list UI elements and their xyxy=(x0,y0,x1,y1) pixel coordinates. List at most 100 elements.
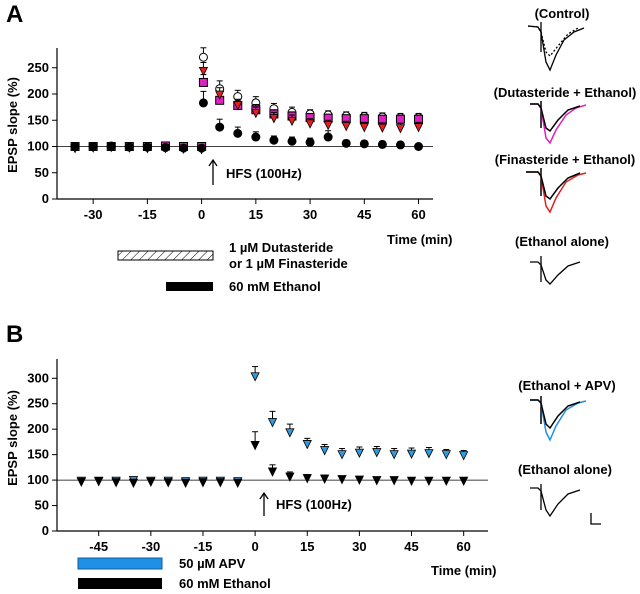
series-filled-circle xyxy=(70,90,424,153)
y-tick-label: 200 xyxy=(27,421,49,436)
data-point xyxy=(70,142,80,151)
data-point xyxy=(354,448,365,458)
panel-a-xlabel: Time (min) xyxy=(387,232,453,247)
data-point xyxy=(267,467,278,477)
data-point xyxy=(124,142,134,152)
data-point xyxy=(305,119,315,129)
data-point xyxy=(233,478,243,489)
data-point xyxy=(377,123,388,133)
panel-b-ylabel: EPSP slope (%) xyxy=(5,390,20,486)
panel-b-chart: 0 50 100 150 200 250 300 -45 -30 -15 0 15 30 45 60 xyxy=(27,359,488,554)
x-tick-label: -45 xyxy=(89,539,108,554)
series-triangle-down xyxy=(70,62,424,155)
data-point xyxy=(198,98,208,108)
data-point xyxy=(88,142,98,151)
panel-b-hfs-label: HFS (100Hz) xyxy=(276,497,352,512)
data-point xyxy=(341,122,351,132)
data-point xyxy=(302,474,312,484)
finasteride-label: or 1 µM Finasteride xyxy=(229,256,348,271)
x-tick-label: -15 xyxy=(194,539,213,554)
trace-finasteride xyxy=(526,168,587,214)
data-point xyxy=(142,142,152,152)
y-tick-label: 100 xyxy=(27,472,49,487)
x-tick-label: 0 xyxy=(198,207,205,222)
apv-bar xyxy=(77,557,163,570)
data-point xyxy=(233,128,243,138)
data-point xyxy=(441,450,451,460)
data-point xyxy=(94,477,104,487)
data-point xyxy=(459,476,469,486)
trace-dutasteride xyxy=(530,101,587,145)
data-point xyxy=(251,132,261,142)
x-tick-label: 45 xyxy=(404,539,418,554)
data-point xyxy=(198,52,208,62)
data-point xyxy=(179,143,189,153)
data-point xyxy=(215,122,225,132)
trace-control xyxy=(527,22,585,72)
data-point xyxy=(395,140,405,150)
y-tick-label: 250 xyxy=(27,396,49,411)
data-point xyxy=(111,478,121,488)
panel-b-letter: B xyxy=(6,321,23,348)
x-tick-label: 30 xyxy=(352,539,366,554)
y-tick-label: 250 xyxy=(27,60,49,75)
data-point xyxy=(406,449,417,460)
x-tick-label: 45 xyxy=(357,207,371,222)
x-tick-label: -15 xyxy=(138,207,157,222)
trace-label-ethanol-a: (Ethanol alone) xyxy=(515,234,609,249)
data-point xyxy=(413,123,424,133)
panel-a-hfs-label: HFS (100Hz) xyxy=(226,166,302,181)
panel-a-letter: A xyxy=(6,1,23,28)
data-point xyxy=(76,477,86,488)
series-open-circle xyxy=(70,47,424,153)
data-point xyxy=(319,474,330,484)
data-point xyxy=(424,449,434,459)
data-point xyxy=(359,139,369,149)
x-tick-label: -30 xyxy=(141,539,160,554)
trace-label-control: (Control) xyxy=(535,6,590,21)
y-tick-label: 0 xyxy=(42,523,49,538)
data-point xyxy=(106,142,116,151)
data-point xyxy=(233,101,243,111)
x-tick-label: 15 xyxy=(249,207,263,222)
data-point xyxy=(406,476,417,486)
data-point xyxy=(197,143,207,153)
data-point xyxy=(337,450,347,460)
ethanol-bar-a xyxy=(166,282,213,291)
panel-b-xlabel: Time (min) xyxy=(431,563,497,578)
y-tick-label: 150 xyxy=(27,447,49,462)
scale-bar xyxy=(590,513,601,525)
data-point xyxy=(287,116,297,127)
data-point xyxy=(198,66,209,77)
y-tick-label: 50 xyxy=(35,165,49,180)
data-point xyxy=(305,137,315,147)
data-point xyxy=(215,90,225,100)
x-tick-label: -30 xyxy=(84,207,103,222)
data-point xyxy=(377,114,387,124)
x-tick-label: 0 xyxy=(252,539,259,554)
data-point xyxy=(198,478,208,488)
data-point xyxy=(389,450,399,460)
trace-apv xyxy=(530,396,587,442)
data-point xyxy=(215,478,226,488)
apv-label: 50 µM APV xyxy=(179,556,246,571)
data-point xyxy=(323,121,333,131)
trace-ethanol-a xyxy=(530,256,581,285)
hfs-arrowhead xyxy=(259,491,269,500)
hfs-arrowhead xyxy=(208,158,218,167)
data-point xyxy=(160,143,170,153)
trace-label-apv: (Ethanol + APV) xyxy=(518,378,615,393)
x-tick-label: 60 xyxy=(411,207,425,222)
data-point xyxy=(285,428,295,438)
data-point xyxy=(323,132,333,142)
data-point xyxy=(198,77,208,87)
data-point xyxy=(341,138,351,148)
data-point xyxy=(285,472,295,482)
data-point xyxy=(146,477,156,488)
data-point xyxy=(287,136,297,146)
data-point xyxy=(459,451,469,461)
data-point xyxy=(269,114,279,124)
y-tick-label: 300 xyxy=(27,370,49,385)
data-point xyxy=(163,478,173,488)
